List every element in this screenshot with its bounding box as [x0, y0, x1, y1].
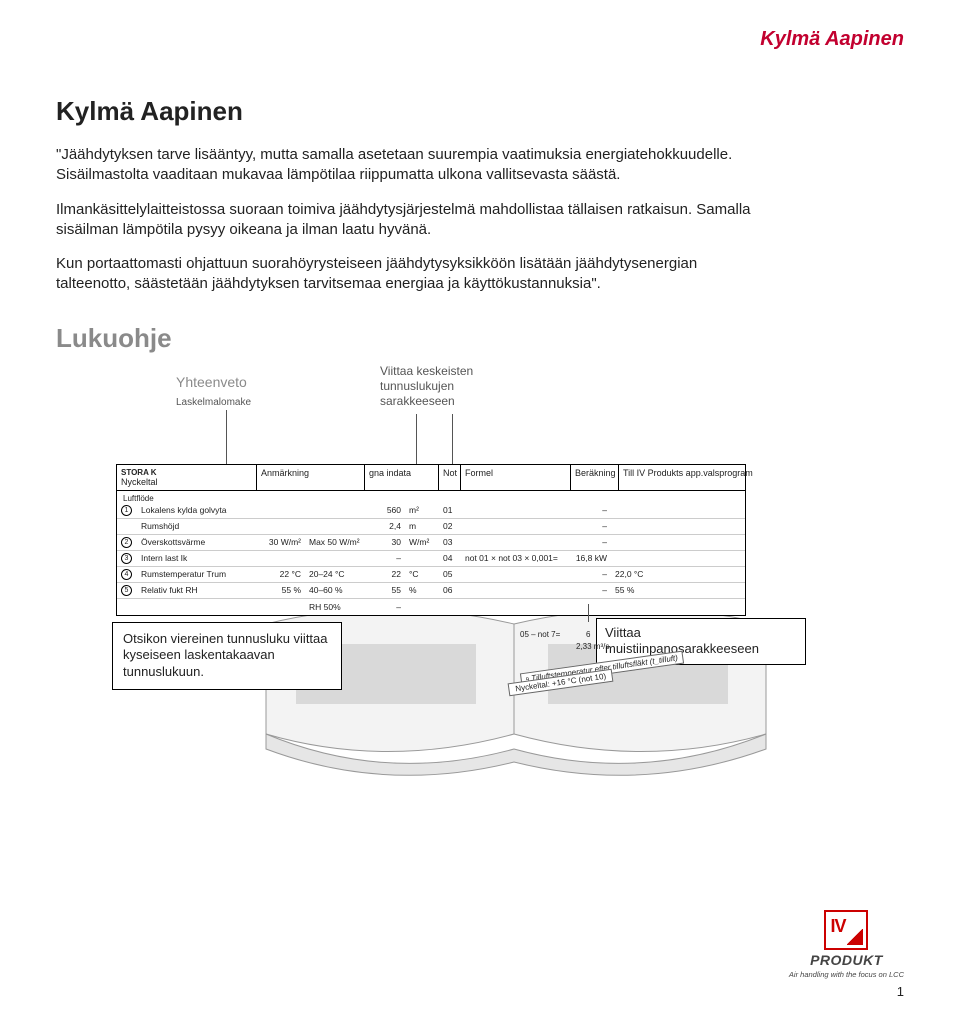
label-columns-text: Viittaa keskeisten tunnuslukujen sarakke… — [380, 364, 520, 409]
intro-p3: Kun portaattomasti ohjattuun suorahöyrys… — [56, 254, 756, 295]
mid-note-1: 05 – not 7= — [520, 630, 560, 639]
callout-hdr-3: Not — [439, 465, 461, 490]
label-summary-title: Yhteenveto — [176, 374, 251, 392]
logo: IV PRODUKT Air handling with the focus o… — [789, 910, 904, 979]
callout-hdr-0: Nyckeltal — [121, 477, 158, 487]
page-title: Kylmä Aapinen — [56, 96, 904, 127]
callout-hdr-5: Beräkning — [571, 465, 619, 490]
section-lukuohje-title: Lukuohje — [56, 323, 904, 354]
pointer-right — [588, 604, 589, 622]
callout-topleft: STORA K — [121, 468, 252, 477]
table-row: 5Relativ fukt RH55 %40–60 %55%06–55 % — [117, 583, 745, 599]
table-row: 4Rumstemperatur Trum22 °C20–24 °C22°C05–… — [117, 567, 745, 583]
diagram: Yhteenveto Laskelmalomake Viittaa keskei… — [116, 374, 876, 794]
mid-note-2: 6 — [586, 630, 590, 639]
callout-table: STORA K Nyckeltal Anmärkning gna indata … — [116, 464, 746, 616]
pointer-summary — [226, 410, 227, 468]
callout-hdr-6: Till IV Produkts app.valsprogram — [619, 465, 739, 490]
logo-icon: IV — [824, 910, 868, 950]
table-row: Rumshöjd2,4m02– — [117, 519, 745, 535]
table-row: RH 50%– — [117, 599, 745, 615]
callout-rows: 1Lokalens kylda golvyta560m²01–Rumshöjd2… — [117, 503, 745, 615]
callout-group-label: Luftflöde — [117, 491, 745, 503]
intro-p1: "Jäähdytyksen tarve lisääntyy, mutta sam… — [56, 145, 756, 186]
table-row: 2Överskottsvärme30 W/m²Max 50 W/m²30W/m²… — [117, 535, 745, 551]
intro-block: "Jäähdytyksen tarve lisääntyy, mutta sam… — [56, 145, 904, 295]
logo-iv: IV — [830, 916, 845, 937]
callout-hdr-1: Anmärkning — [257, 465, 365, 490]
label-summary-sub: Laskelmalomake — [176, 397, 251, 410]
intro-p2: Ilmankäsittelylaitteistossa suoraan toim… — [56, 200, 756, 241]
page-number: 1 — [897, 984, 904, 999]
label-columns: Viittaa keskeisten tunnuslukujen sarakke… — [380, 364, 520, 409]
logo-tag: Air handling with the focus on LCC — [789, 970, 904, 979]
desc-left: Otsikon viereinen tunnusluku viittaa kys… — [112, 622, 342, 691]
label-summary: Yhteenveto Laskelmalomake — [176, 374, 251, 410]
pointer-columns-1 — [416, 414, 417, 468]
callout-header: STORA K Nyckeltal Anmärkning gna indata … — [117, 465, 745, 491]
table-row: 3Intern last Ik–04not 01 × not 03 × 0,00… — [117, 551, 745, 567]
logo-word: PRODUKT — [789, 952, 904, 968]
table-row: 1Lokalens kylda golvyta560m²01– — [117, 503, 745, 519]
callout-hdr-4: Formel — [461, 465, 571, 490]
callout-hdr-2: gna indata — [365, 465, 439, 490]
page-header-right: Kylmä Aapinen — [760, 28, 904, 51]
mid-note-3: 2,33 m³/s — [576, 642, 609, 651]
pointer-columns-2 — [452, 414, 453, 468]
footer: IV PRODUKT Air handling with the focus o… — [56, 915, 904, 995]
